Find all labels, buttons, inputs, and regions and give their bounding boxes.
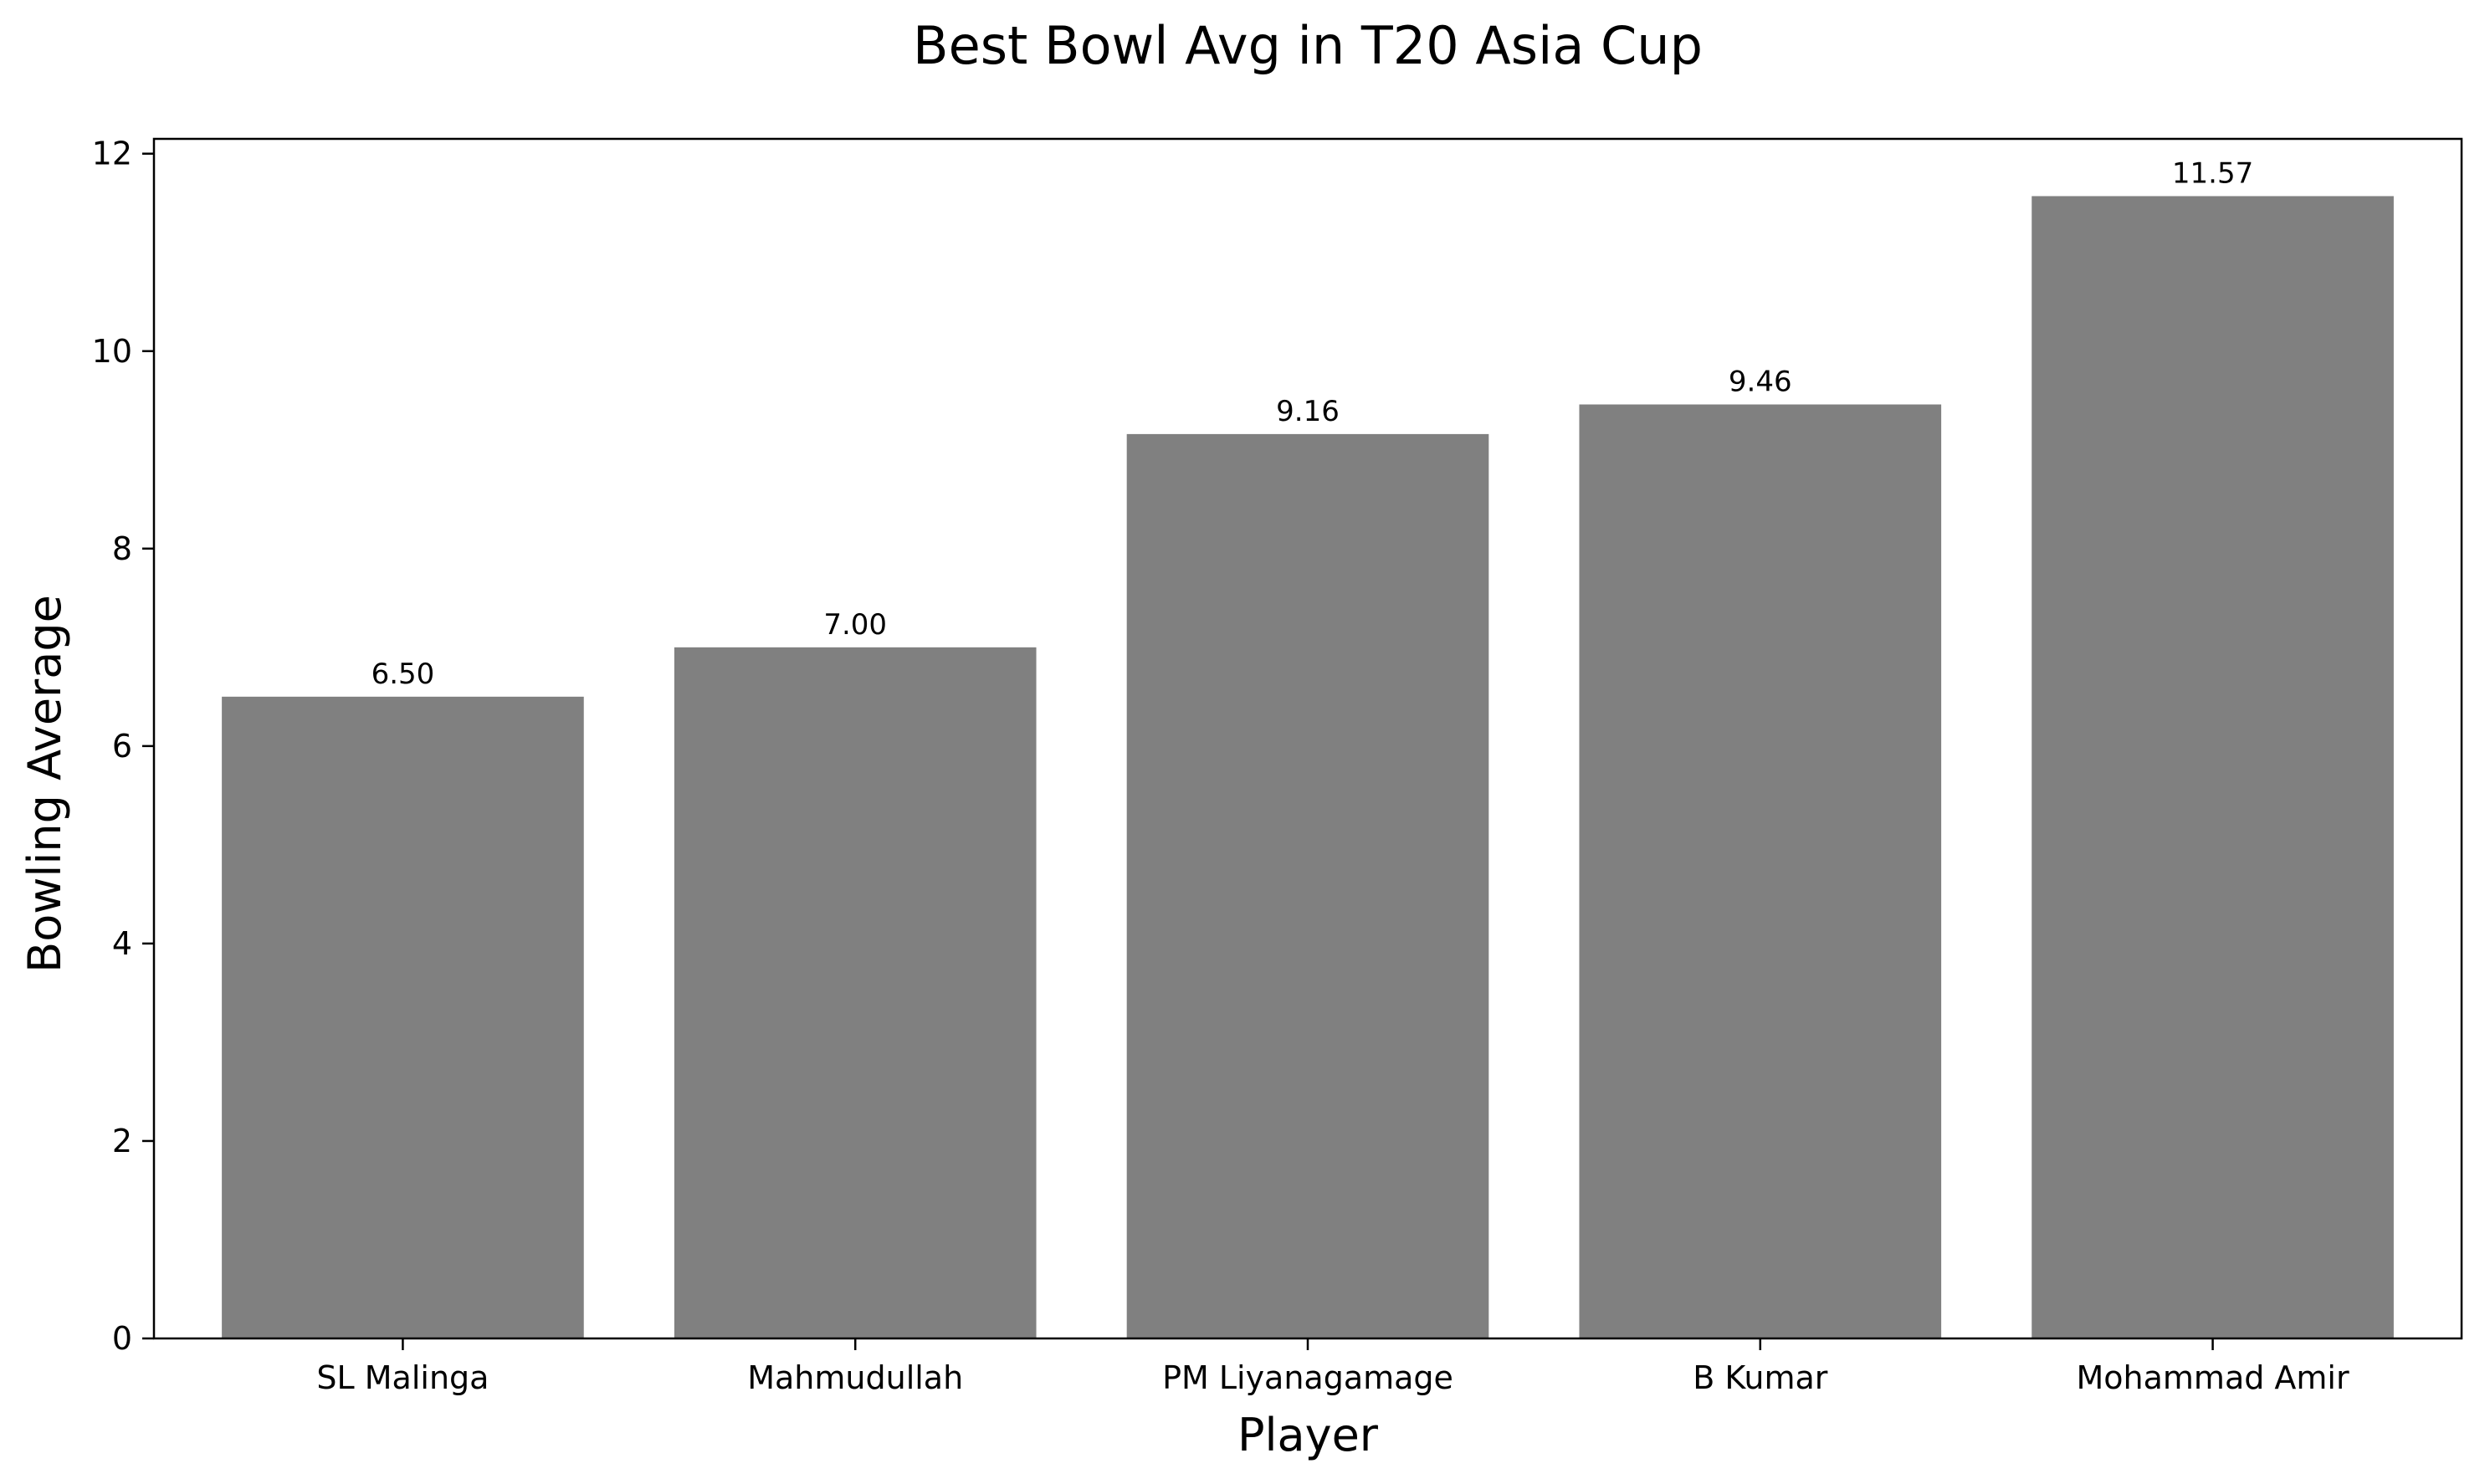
bar-value-label: 9.46 [1729,365,1792,398]
bar-value-label: 7.00 [823,608,887,642]
y-tick-label: 0 [112,1320,132,1357]
x-tick-label: Mahmudullah [747,1359,963,1396]
y-tick-label: 2 [112,1123,132,1159]
bar-value-label: 9.16 [1276,395,1340,428]
x-axis: SL Malinga Mahmudullah PM Liyanagamage B Ku… [316,1338,2349,1396]
y-tick-label: 4 [112,925,132,962]
bar [1579,404,1942,1338]
bar [2032,196,2394,1338]
x-axis-label: Player [1237,1409,1379,1461]
bar [1126,433,1489,1338]
x-tick-label: B Kumar [1693,1359,1828,1396]
bars-layer [222,196,2394,1338]
y-axis: 0 2 4 6 8 10 12 [92,136,154,1357]
bar [222,696,584,1338]
chart-title: Best Bowl Avg in T20 Asia Cup [913,15,1703,76]
x-tick-label: PM Liyanagamage [1162,1359,1453,1396]
plot-frame [152,137,2463,1340]
x-tick-label: Mohammad Amir [2077,1359,2349,1396]
y-axis-label: Bowling Average [18,595,71,973]
value-labels-layer: 6.50 7.00 9.16 9.46 11.57 [371,156,2254,690]
bar [674,647,1037,1338]
bar-value-label: 11.57 [2172,156,2253,190]
y-tick-label: 8 [112,530,132,567]
y-tick-label: 6 [112,728,132,765]
x-tick-label: SL Malinga [316,1359,489,1396]
y-tick-label: 10 [92,333,132,370]
y-tick-label: 12 [92,136,132,172]
bar-value-label: 6.50 [371,658,435,691]
